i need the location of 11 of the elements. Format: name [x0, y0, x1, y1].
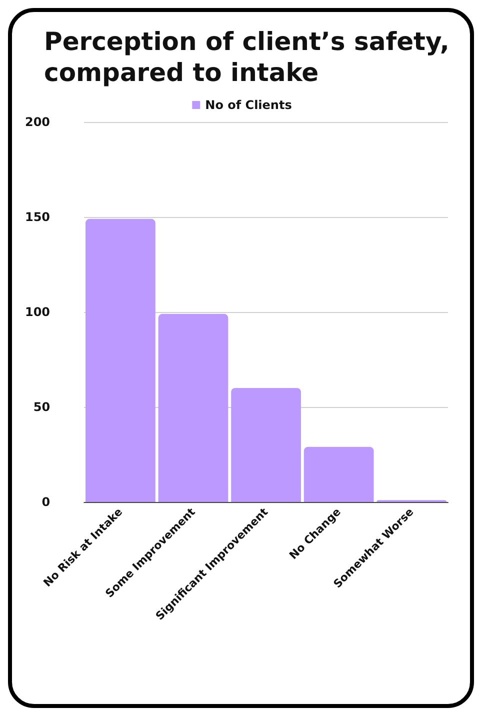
- y-tick-label: 0: [42, 495, 50, 509]
- chart-title: Perception of client’s safety, compared to intake: [44, 26, 450, 88]
- legend-label: No of Clients: [205, 98, 292, 112]
- y-tick-label: 100: [24, 305, 50, 319]
- bar: [158, 314, 228, 502]
- y-tick-label: 200: [24, 115, 50, 129]
- bar: [304, 446, 374, 502]
- y-tick-label: 50: [33, 400, 50, 414]
- bar: [86, 218, 156, 502]
- y-tick-label: 150: [24, 210, 50, 224]
- bar: [231, 388, 301, 502]
